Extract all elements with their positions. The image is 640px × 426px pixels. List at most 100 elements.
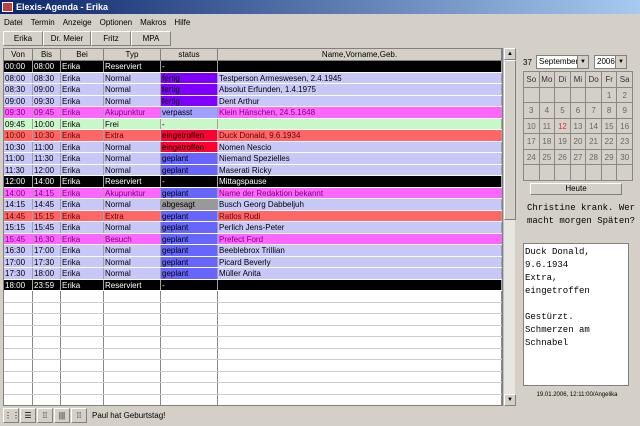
cell-von: 10:00 (4, 130, 33, 141)
table-row[interactable]: 17:00 17:30 Erika Normal geplant Picard Bever… (4, 256, 502, 268)
column-header[interactable]: Name,Vorname,Geb. (218, 49, 502, 61)
cell-typ: Reserviert (104, 176, 161, 187)
table-row[interactable]: 11:30 12:00 Erika Normal geplant Maserati Ric… (4, 164, 502, 176)
calendar-empty-cell (586, 87, 602, 103)
calendar-day[interactable]: 3 (524, 103, 540, 119)
table-row[interactable]: 00:00 08:00 Erika Reserviert - (4, 61, 502, 73)
calendar-day[interactable]: 14 (586, 118, 602, 134)
calendar-day[interactable]: 5 (555, 103, 571, 119)
empty-cell (4, 302, 33, 313)
table-row[interactable]: 14:45 15:15 Erika Extra geplant Ratlos Rudi (4, 210, 502, 222)
calendar-day[interactable]: 16 (617, 118, 633, 134)
column-header[interactable]: Von (4, 49, 33, 61)
calendar-day[interactable]: 6 (570, 103, 587, 119)
column-header[interactable]: Bis (33, 49, 61, 61)
table-row[interactable]: 16:30 17:00 Erika Normal geplant Beeblebrox T… (4, 245, 502, 257)
menu-hilfe[interactable]: Hilfe (174, 17, 191, 27)
calendar-day[interactable]: 19 (555, 134, 571, 150)
calendar-day[interactable]: 25 (539, 149, 556, 165)
empty-cell (104, 394, 161, 405)
month-select[interactable]: September ▼ (536, 55, 589, 69)
calendar-day[interactable]: 15 (601, 118, 618, 134)
day-view-grid-icon[interactable]: ⋮⋮ (3, 407, 20, 423)
scroll-thumb[interactable] (504, 60, 516, 220)
two-column-view-icon[interactable]: ⁞⁞ (37, 407, 53, 423)
empty-cell (33, 383, 61, 394)
tab-fritz[interactable]: Fritz (91, 31, 131, 46)
table-row[interactable]: 10:30 11:00 Erika Normal eingetroffen Nomen N… (4, 141, 502, 153)
table-row[interactable]: 10:00 10:30 Erika Extra eingetroffen Duck Don… (4, 130, 502, 142)
vertical-scrollbar[interactable]: ▲ ▼ (503, 48, 516, 406)
tab-drmeier[interactable]: Dr. Meier (43, 31, 91, 46)
calendar-day[interactable]: 8 (601, 103, 618, 119)
calendar-day[interactable]: 26 (555, 149, 571, 165)
calendar-day[interactable]: 7 (586, 103, 602, 119)
cell-typ: Normal (104, 164, 161, 175)
table-row[interactable]: 09:30 09:45 Erika Akupunktur verpasst Klein H… (4, 107, 502, 119)
calendar-day[interactable]: 9 (617, 103, 633, 119)
weekday-label: Mo (539, 72, 556, 88)
week-view-icon[interactable]: ||| (54, 407, 70, 423)
menu-datei[interactable]: Datei (4, 17, 23, 27)
weekday-label: So (524, 72, 540, 88)
calendar-day[interactable]: 24 (524, 149, 540, 165)
table-row[interactable]: 09:00 09:30 Erika Normal fertig Dent Arthur (4, 95, 502, 107)
table-row[interactable]: 08:00 08:30 Erika Normal fertig Testperson Ar… (4, 72, 502, 84)
table-row[interactable]: 08:30 09:00 Erika Normal fertig Absolut Erfun… (4, 84, 502, 96)
column-header[interactable]: status (161, 49, 218, 61)
calendar-day[interactable]: 17 (524, 134, 540, 150)
today-button[interactable]: Heute (530, 183, 622, 195)
weekday-label: Do (586, 72, 602, 88)
cell-bei: Erika (61, 256, 104, 267)
cell-bei: Erika (61, 268, 104, 279)
table-row[interactable]: 17:30 18:00 Erika Normal geplant Müller Anita (4, 268, 502, 280)
column-header[interactable]: Typ (104, 49, 161, 61)
calendar-day[interactable]: 18 (539, 134, 556, 150)
list-view-icon[interactable]: ☰ (20, 407, 36, 423)
calendar-day[interactable]: 4 (539, 103, 556, 119)
table-row[interactable]: 18:00 23:59 Erika Reserviert - (4, 279, 502, 291)
calendar-day[interactable]: 27 (570, 149, 587, 165)
multi-column-view-icon[interactable]: ⁞⁞ (71, 407, 87, 423)
tab-mpa[interactable]: MPA (131, 31, 171, 46)
calendar-day[interactable]: 30 (617, 149, 633, 165)
cell-bei: Erika (61, 141, 104, 152)
empty-cell (33, 360, 61, 371)
menu-makros[interactable]: Makros (140, 17, 167, 27)
calendar-day[interactable]: 23 (617, 134, 633, 150)
year-select[interactable]: 2006 ▼ (594, 55, 627, 69)
menu-anzeige[interactable]: Anzeige (62, 17, 92, 27)
appointment-memo[interactable]: Duck Donald, 9.6.1934 Extra, eingetroffe… (523, 243, 629, 386)
cell-typ: Akupunktur (104, 187, 161, 198)
month-value: September (539, 57, 579, 66)
calendar-day[interactable]: 11 (539, 118, 556, 134)
table-row[interactable]: 14:00 14:15 Erika Akupunktur geplant Name der… (4, 187, 502, 199)
table-row[interactable]: 09:45 10:00 Erika Frei - (4, 118, 502, 130)
calendar-day[interactable]: 28 (586, 149, 602, 165)
calendar-day[interactable]: 29 (601, 149, 618, 165)
calendar-day[interactable]: 21 (586, 134, 602, 150)
calendar-grid: So Mo Di Mi Do Fr Sa 1 2 3 4 5 6 7 8 9 10 11 12 13 14 15 16 17 1… (523, 71, 633, 181)
table-row[interactable]: 15:15 15:45 Erika Normal geplant Perlich Jens… (4, 222, 502, 234)
table-row[interactable]: 11:00 11:30 Erika Normal geplant Niemand Spez… (4, 153, 502, 165)
calendar-day[interactable]: 12 (555, 118, 571, 134)
calendar-day[interactable]: 22 (601, 134, 618, 150)
table-row[interactable]: 14:15 14:45 Erika Normal abgesagt Busch Georg… (4, 199, 502, 211)
cell-status: geplant (161, 268, 218, 279)
table-row[interactable]: 12:00 14:00 Erika Reserviert - Mittagspause (4, 176, 502, 188)
tab-erika[interactable]: Erika (3, 31, 43, 46)
empty-row (4, 371, 502, 383)
menu-termin[interactable]: Termin (30, 17, 55, 27)
cell-status: eingetroffen (161, 141, 218, 152)
table-row[interactable]: 15:45 16:30 Erika Besuch geplant Prefect Ford (4, 233, 502, 245)
scroll-up-button[interactable]: ▲ (504, 48, 516, 60)
calendar-day[interactable]: 10 (524, 118, 540, 134)
cell-bei: Erika (61, 233, 104, 244)
calendar-day[interactable]: 13 (570, 118, 587, 134)
calendar-day[interactable]: 2 (617, 87, 633, 103)
scroll-down-button[interactable]: ▼ (504, 394, 516, 406)
menu-optionen[interactable]: Optionen (99, 17, 133, 27)
calendar-day[interactable]: 20 (570, 134, 587, 150)
column-header[interactable]: Bei (61, 49, 104, 61)
calendar-day[interactable]: 1 (601, 87, 618, 103)
